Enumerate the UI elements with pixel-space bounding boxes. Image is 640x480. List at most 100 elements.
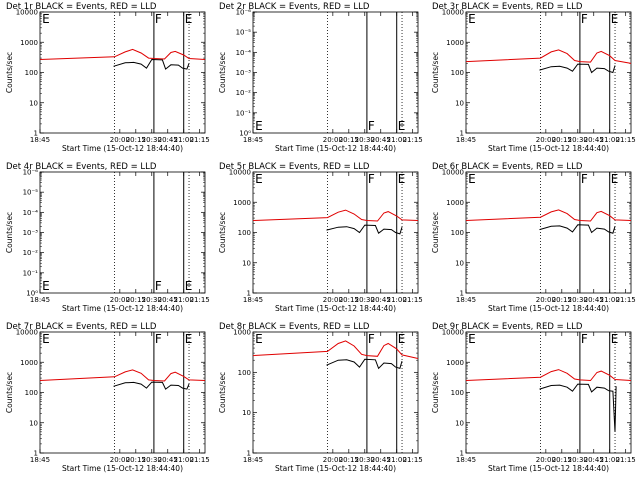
x-tick-label: 20:45 [584,296,604,304]
chart-det-2r: Det 2r BLACK = Events, RED = LLD 10⁰ 10⁻¹ 1… [218,2,423,153]
event-flag-label: E [398,332,406,346]
y-tick-label: 1 [247,290,251,298]
x-tick-label: 20:45 [584,456,604,464]
chart-det-7r: Det 7r BLACK = Events, RED = LLD 1 10 100 10… [5,322,210,473]
y-tick-label: 1 [34,450,38,458]
y-tick-label: 100 [451,69,464,77]
x-tick-label: 21:15 [616,136,636,144]
x-tick-label: 18:45 [30,296,50,304]
x-tick-label: 20:30 [355,456,375,464]
event-flag-label: E [185,12,193,26]
x-axis-label: Start Time (15-Oct-12 18:44:40) [62,464,183,473]
x-tick-label: 18:45 [243,136,263,144]
plot-frame [465,11,632,134]
event-flag-label: E [255,119,263,133]
x-tick-label: 21:00 [600,456,620,464]
event-flag-label: E [468,332,476,346]
x-tick-label: 20:15 [126,296,146,304]
event-flag-label: E [42,332,50,346]
y-tick-label: 10 [455,419,464,427]
y-tick-label: 1 [460,290,464,298]
x-tick-label: 20:45 [584,136,604,144]
chart-det-9r: Det 9r BLACK = Events, RED = LLD 1 10 100 10… [431,322,636,473]
x-tick-label: 20:15 [552,136,572,144]
event-flag-label: F [581,172,588,186]
event-flag-label: E [468,172,476,186]
plot-frame [252,331,419,454]
y-tick-label: 10000 [442,329,464,337]
x-tick-label: 20:45 [158,296,178,304]
y-tick-label: 10⁻⁵ [236,29,252,37]
x-tick-label: 20:15 [339,136,359,144]
y-tick-label: 1000 [233,329,251,337]
event-flag-label: F [368,332,375,346]
x-tick-label: 20:30 [355,296,375,304]
chart-title: Det 6r BLACK = Events, RED = LLD [432,162,583,172]
x-axis-label: Start Time (15-Oct-12 18:44:40) [488,304,609,313]
y-tick-label: 1000 [446,39,464,47]
chart-title: Det 4r BLACK = Events, RED = LLD [6,162,157,172]
y-axis-label: Counts/sec [5,212,14,253]
x-tick-label: 20:00 [323,296,343,304]
event-flag-label: F [581,332,588,346]
y-tick-label: 10⁻² [236,89,252,97]
y-tick-label: 100 [451,229,464,237]
event-flag-label: E [255,332,263,346]
x-tick-label: 21:15 [403,136,423,144]
x-tick-label: 21:00 [174,296,194,304]
x-tick-label: 20:45 [371,456,391,464]
lld-series-line [252,340,419,359]
y-tick-label: 1000 [446,199,464,207]
y-tick-label: 1000 [233,199,251,207]
x-tick-label: 21:00 [600,296,620,304]
y-tick-label: 10 [455,99,464,107]
x-tick-label: 21:00 [174,136,194,144]
y-axis-label: Counts/sec [5,52,14,93]
y-tick-label: 10 [29,419,38,427]
y-tick-label: 10000 [442,9,464,17]
event-flag-label: E [185,279,193,293]
event-flag-label: E [611,12,619,26]
y-axis-label: Counts/sec [431,372,440,413]
x-axis-label: Start Time (15-Oct-12 18:44:40) [62,144,183,153]
event-flag-label: E [468,12,476,26]
x-tick-label: 18:45 [456,456,476,464]
y-tick-label: 100 [238,369,251,377]
lld-series-line [465,49,632,64]
x-tick-label: 21:00 [174,456,194,464]
x-tick-label: 20:00 [110,136,130,144]
x-tick-label: 21:00 [387,456,407,464]
events-series-line [113,58,190,70]
event-flag-label: F [581,12,588,26]
x-tick-label: 18:45 [456,296,476,304]
y-tick-label: 10⁻³ [23,229,39,237]
x-tick-label: 20:00 [536,136,556,144]
x-tick-label: 20:15 [552,456,572,464]
x-tick-label: 21:15 [190,136,210,144]
y-tick-label: 10⁻⁵ [23,189,39,197]
plot-frame [39,11,206,134]
event-flag-label: E [611,332,619,346]
y-tick-label: 1 [34,130,38,138]
x-tick-label: 20:15 [126,136,146,144]
x-tick-label: 20:45 [158,456,178,464]
x-tick-label: 21:00 [387,136,407,144]
x-tick-label: 18:45 [30,456,50,464]
events-series-line [539,383,617,432]
chart-det-6r: Det 6r BLACK = Events, RED = LLD 1 10 100 10… [431,162,636,313]
chart-title: Det 2r BLACK = Events, RED = LLD [219,2,370,12]
y-tick-label: 1000 [20,359,38,367]
y-tick-label: 100 [25,69,38,77]
events-series-line [539,224,616,234]
y-axis-label: Counts/sec [218,212,227,253]
x-tick-label: 20:45 [371,296,391,304]
chart-title: Det 8r BLACK = Events, RED = LLD [219,322,370,332]
chart-title: Det 3r BLACK = Events, RED = LLD [432,2,583,12]
x-tick-label: 20:00 [536,296,556,304]
y-axis-label: Counts/sec [431,52,440,93]
x-axis-label: Start Time (15-Oct-12 18:44:40) [275,464,396,473]
y-tick-label: 10⁰ [26,290,38,298]
event-flag-label: F [155,12,162,26]
x-axis-label: Start Time (15-Oct-12 18:44:40) [488,144,609,153]
